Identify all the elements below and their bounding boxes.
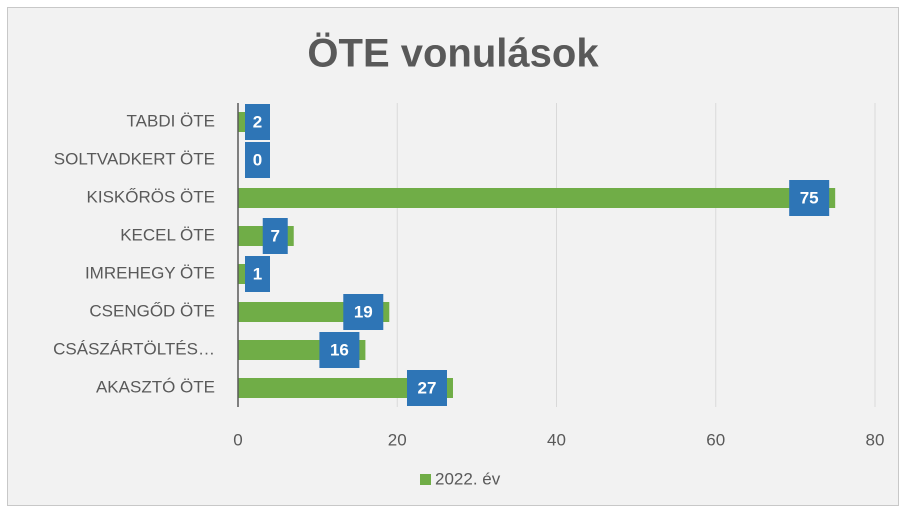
data-label-box [789,180,830,216]
legend-label: 2022. év [435,469,501,488]
data-label-box [406,370,447,406]
y-tick-label: CSÁSZÁRTÖLTÉS… [53,339,215,358]
chart-title: ÖTE vonulások [307,31,599,76]
y-tick-label: AKASZTÓ ÖTE [96,377,215,396]
data-label: 7 [271,226,280,245]
x-tick-label: 40 [547,430,566,449]
data-label-box [319,332,360,368]
data-label: 27 [418,378,437,397]
x-tick-label: 0 [233,430,242,449]
y-tick-label: KECEL ÖTE [120,225,215,244]
chart-background [7,7,899,506]
y-tick-label: TABDI ÖTE [127,111,215,130]
bar [238,264,246,284]
legend-swatch [420,474,431,485]
data-label-box [343,294,384,330]
x-tick-label: 20 [388,430,407,449]
y-tick-label: CSENGŐD ÖTE [89,301,215,320]
y-tick-label: KISKŐRÖS ÖTE [87,187,215,206]
x-tick-label: 80 [866,430,885,449]
data-label: 1 [253,264,262,283]
data-label: 19 [354,302,373,321]
data-label-box [245,104,270,140]
bar [238,188,836,208]
y-tick-label: IMREHEGY ÖTE [85,263,215,282]
data-label: 0 [253,150,262,169]
x-tick-label: 60 [706,430,725,449]
data-label: 75 [800,188,819,207]
bar [238,378,453,398]
data-label-box [245,256,270,292]
data-label-box [245,142,270,178]
data-label: 16 [330,340,349,359]
data-label: 2 [253,112,262,131]
y-tick-label: SOLTVADKERT ÖTE [54,149,215,168]
data-label-box [262,218,288,254]
